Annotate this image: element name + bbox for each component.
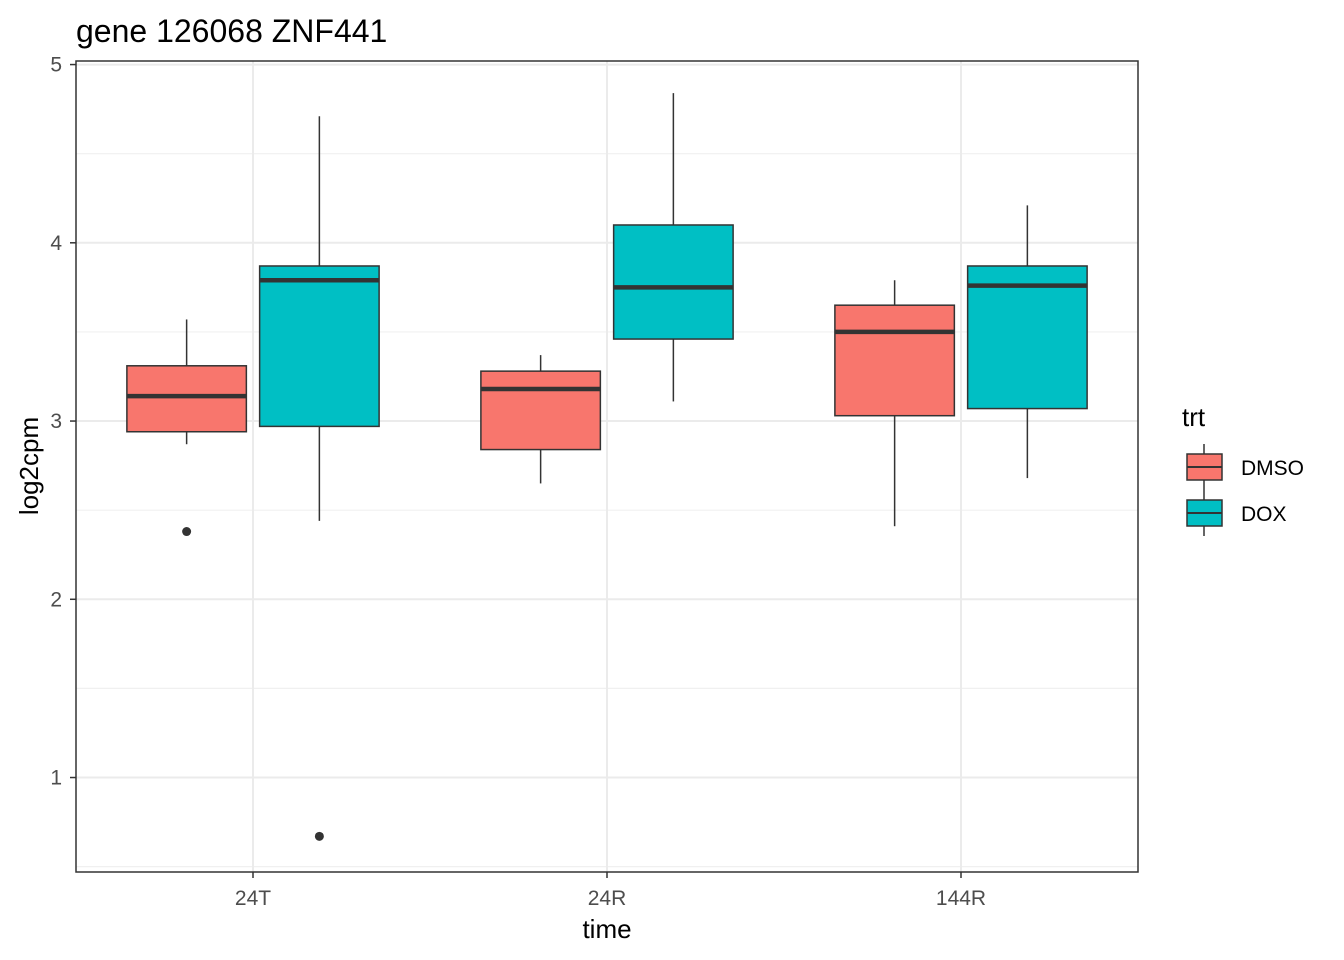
y-tick-label: 5	[50, 54, 62, 77]
y-tick-label: 2	[50, 588, 62, 611]
x-axis-title: time	[582, 914, 631, 944]
x-tick-label: 144R	[936, 887, 986, 910]
legend-title: trt	[1182, 402, 1206, 432]
legend: trt DMSO DOX	[1182, 402, 1304, 536]
x-axis: 24T 24R 144R	[235, 872, 986, 910]
box-dmso-24t	[126, 319, 248, 537]
x-tick-label: 24T	[235, 887, 271, 910]
box-dox-24r	[612, 93, 734, 402]
box-dmso-24r	[480, 355, 602, 484]
box-body	[480, 370, 602, 451]
outlier-point	[314, 831, 324, 841]
legend-item-dox: DOX	[1186, 490, 1287, 536]
gridlines	[76, 61, 1138, 872]
box-dmso-144r	[834, 280, 956, 527]
y-tick-label: 1	[50, 767, 62, 790]
box-dox-144r	[966, 205, 1088, 479]
y-tick-label: 4	[50, 232, 62, 255]
box-dox-24t	[258, 116, 380, 841]
y-axis: 1 2 3 4 5	[50, 54, 76, 790]
y-tick-label: 3	[50, 410, 62, 433]
box-body	[834, 304, 956, 417]
box-body	[966, 265, 1088, 410]
outlier-point	[182, 527, 192, 537]
chart-marks	[126, 93, 1088, 841]
legend-item-dmso: DMSO	[1186, 444, 1304, 490]
chart-title: gene 126068 ZNF441	[76, 13, 387, 49]
legend-label: DMSO	[1241, 457, 1304, 480]
box-body	[612, 224, 734, 340]
y-axis-title: log2cpm	[14, 417, 44, 515]
box-body	[126, 365, 248, 433]
x-tick-label: 24R	[588, 887, 627, 910]
legend-label: DOX	[1241, 503, 1287, 526]
box-body	[258, 265, 380, 428]
